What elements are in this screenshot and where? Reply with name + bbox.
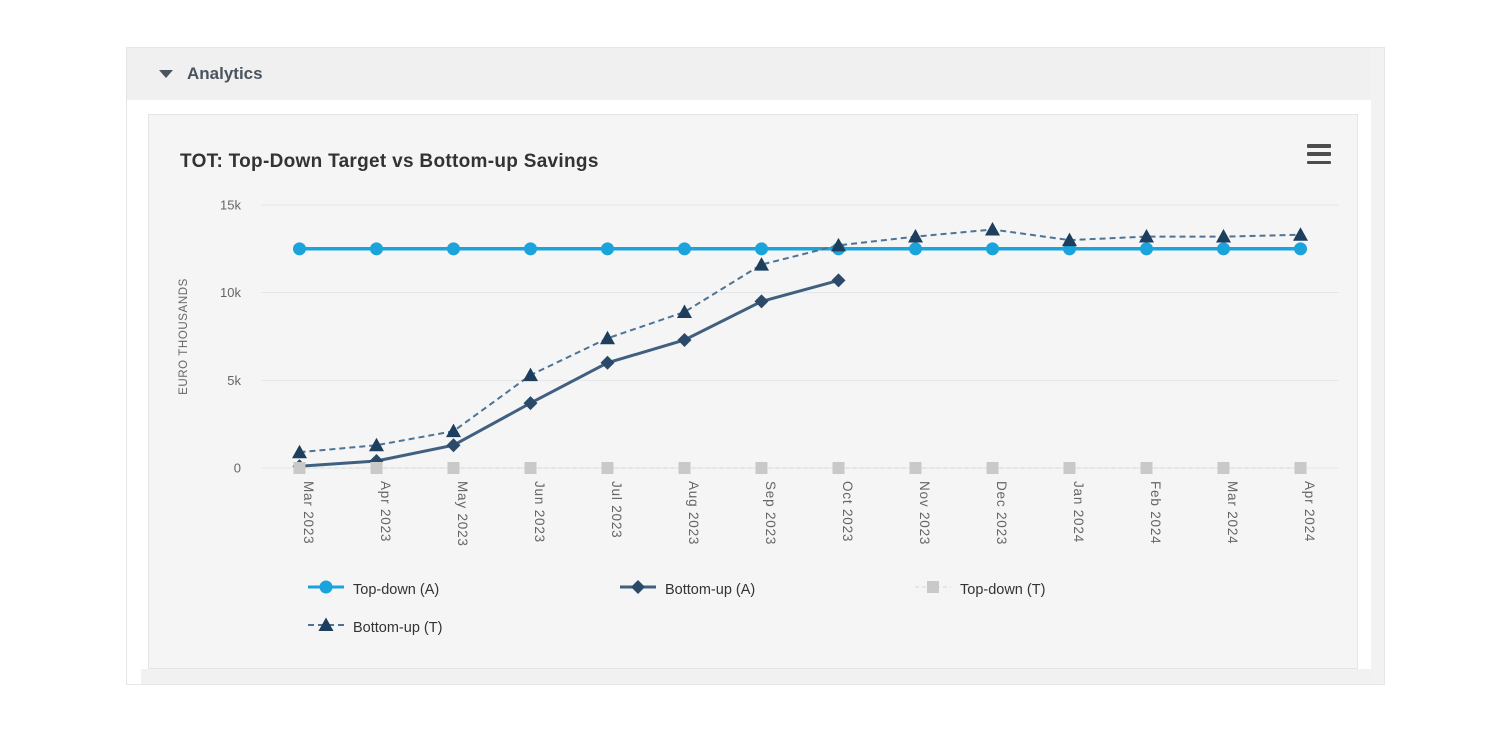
svg-text:Apr 2023: Apr 2023	[378, 481, 393, 542]
svg-text:Mar 2023: Mar 2023	[301, 481, 316, 544]
chart-title: TOT: Top-Down Target vs Bottom-up Saving…	[180, 151, 599, 172]
svg-text:Jul 2023: Jul 2023	[609, 481, 624, 538]
svg-text:May 2023: May 2023	[455, 481, 470, 547]
hamburger-icon	[1307, 144, 1331, 148]
caret-down-icon[interactable]	[159, 70, 173, 78]
legend-label: Bottom-up (A)	[665, 581, 756, 598]
svg-text:0: 0	[234, 461, 241, 476]
analytics-panel-header[interactable]: Analytics	[127, 48, 1371, 100]
chart-svg: 0 5k 10k 15k Mar 2023 Apr 2023 May 2023 Jun 202…	[178, 198, 1339, 547]
diamond-marker-icon	[619, 579, 657, 600]
chart-menu-button[interactable]	[1307, 144, 1331, 164]
svg-text:Feb 2024: Feb 2024	[1148, 481, 1163, 544]
svg-text:Nov 2023: Nov 2023	[917, 481, 932, 545]
legend-item-bottom-up-t[interactable]: Bottom-up (T)	[307, 617, 442, 638]
square-marker-icon	[914, 579, 952, 600]
circle-marker-icon	[307, 579, 345, 600]
svg-text:Jan 2024: Jan 2024	[1071, 481, 1086, 543]
chart-plot-area[interactable]: 0 5k 10k 15k Mar 2023 Apr 2023 May 2023 Jun 202…	[149, 115, 1357, 668]
analytics-panel: Analytics 0 5k 10k 15k Mar 2023 Apr 2023 May 2…	[126, 47, 1385, 685]
svg-text:Sep 2023: Sep 2023	[763, 481, 778, 545]
legend-item-bottom-up-a[interactable]: Bottom-up (A)	[619, 579, 755, 600]
legend-label: Bottom-up (T)	[353, 619, 443, 636]
legend-label: Top-down (T)	[960, 581, 1046, 598]
svg-text:Dec 2023: Dec 2023	[994, 481, 1009, 545]
hamburger-icon	[1307, 160, 1331, 164]
panel-title: Analytics	[187, 64, 263, 83]
svg-text:Oct 2023: Oct 2023	[840, 481, 855, 542]
svg-text:Jun 2023: Jun 2023	[532, 481, 547, 543]
svg-text:15k: 15k	[220, 198, 241, 213]
svg-text:10k: 10k	[220, 285, 241, 300]
svg-text:Apr 2024: Apr 2024	[1302, 481, 1317, 542]
legend-label: Top-down (A)	[353, 581, 440, 598]
svg-text:Mar 2024: Mar 2024	[1225, 481, 1240, 544]
svg-text:EURO THOUSANDS: EURO THOUSANDS	[178, 278, 190, 395]
legend-item-top-down-t[interactable]: Top-down (T)	[914, 579, 1045, 600]
horizontal-scrollbar[interactable]	[141, 669, 1371, 684]
vertical-scrollbar[interactable]	[1371, 48, 1384, 684]
hamburger-icon	[1307, 152, 1331, 156]
svg-text:Aug 2023: Aug 2023	[686, 481, 701, 545]
legend-item-top-down-a[interactable]: Top-down (A)	[307, 579, 439, 600]
triangle-marker-icon	[307, 617, 345, 638]
svg-text:5k: 5k	[227, 373, 241, 388]
chart-card: 0 5k 10k 15k Mar 2023 Apr 2023 May 2023 Jun 202…	[148, 114, 1358, 669]
